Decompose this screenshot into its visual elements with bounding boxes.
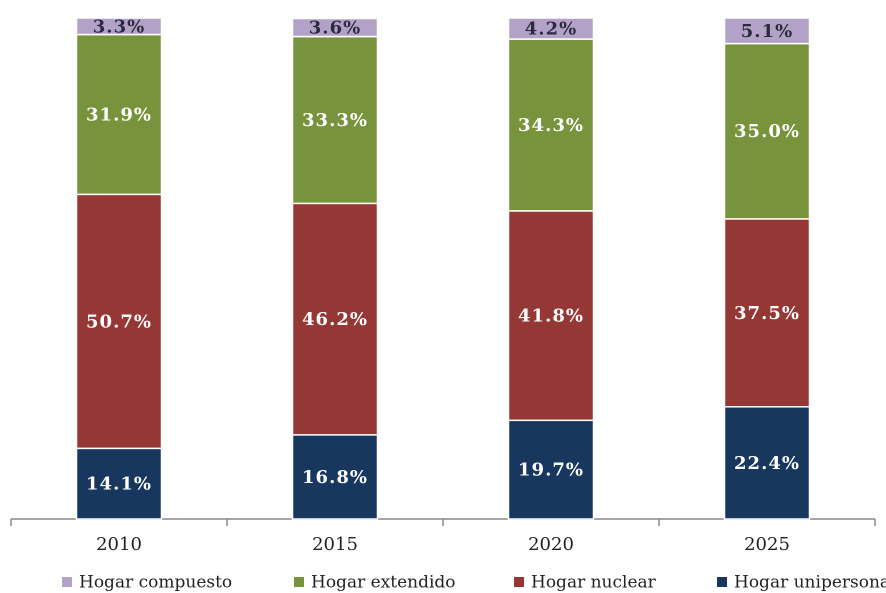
bar-segment xyxy=(75,17,163,36)
bar-segment xyxy=(75,447,163,520)
bar-segment xyxy=(723,17,811,45)
data-label: 5.1% xyxy=(741,21,793,42)
legend-swatch xyxy=(294,577,304,587)
legend-label: Hogar unipersonal xyxy=(734,573,886,593)
bar-segment xyxy=(291,35,379,205)
legend-label: Hogar compuesto xyxy=(79,573,232,593)
x-tick-label: 2020 xyxy=(528,534,574,555)
data-label: 33.3% xyxy=(302,110,368,131)
bar-segment xyxy=(291,202,379,436)
data-label: 16.8% xyxy=(302,467,368,488)
data-label: 31.9% xyxy=(86,104,152,125)
data-label: 14.1% xyxy=(86,474,152,495)
data-label: 37.5% xyxy=(734,303,800,324)
axis-ticks xyxy=(10,519,876,526)
data-label: 46.2% xyxy=(302,309,368,330)
x-tick-label: 2025 xyxy=(744,534,790,555)
bar-segment xyxy=(723,406,811,520)
data-label: 34.3% xyxy=(518,115,584,136)
bar-segment xyxy=(507,17,595,40)
bar-segment xyxy=(291,434,379,520)
bar-segment xyxy=(723,218,811,408)
bar-segment xyxy=(507,210,595,422)
legend-label: Hogar nuclear xyxy=(531,573,657,593)
legend-swatch xyxy=(717,577,727,587)
bar-segment xyxy=(507,419,595,520)
x-tick-label: 2015 xyxy=(312,534,358,555)
data-label: 41.8% xyxy=(518,306,584,327)
data-label: 4.2% xyxy=(525,19,577,40)
data-label: 3.6% xyxy=(309,18,361,39)
data-label: 19.7% xyxy=(518,460,584,481)
bar-segment xyxy=(291,17,379,38)
data-label: 3.3% xyxy=(93,16,145,37)
bar-segment xyxy=(723,42,811,220)
x-tick-label: 2010 xyxy=(96,534,142,555)
data-label: 22.4% xyxy=(734,453,800,474)
bar-segment xyxy=(75,193,163,450)
legend-swatch xyxy=(62,577,72,587)
bar-segment xyxy=(75,33,163,196)
legend-swatch xyxy=(514,577,524,587)
legend-label: Hogar extendido xyxy=(311,573,456,593)
data-label: 35.0% xyxy=(734,121,800,142)
data-label: 50.7% xyxy=(86,311,152,332)
